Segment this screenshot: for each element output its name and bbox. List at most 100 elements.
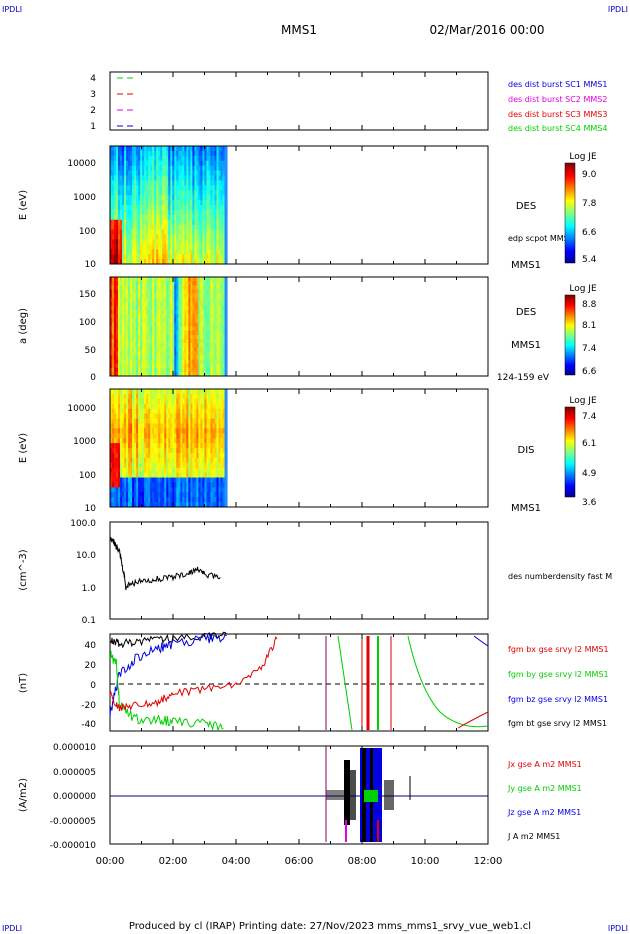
spectrogram-cell (194, 219, 197, 226)
spectrogram-cell (118, 389, 121, 395)
spectrogram-cell (122, 355, 125, 360)
spectrogram-cell (192, 448, 195, 454)
spectrogram-cell (126, 487, 129, 493)
spectrogram-cell (186, 224, 189, 230)
spectrogram-cell (144, 367, 147, 373)
spectrogram-cell (158, 351, 161, 356)
spectrogram-cell (194, 343, 197, 348)
spectrogram-cell (208, 254, 211, 260)
spectrogram-cell (204, 347, 207, 352)
spectrogram-cell (222, 502, 225, 508)
spectrogram-cell (200, 413, 203, 419)
spectrogram-cell (214, 165, 217, 171)
spectrogram-cell (180, 190, 183, 196)
spectrogram-cell (158, 492, 161, 498)
spectrogram-cell (164, 322, 167, 327)
spectrogram-cell (146, 443, 149, 449)
spectrogram-cell (120, 301, 123, 307)
spectrogram-cell (190, 403, 193, 410)
spectrogram-cell (132, 448, 135, 454)
spectrogram-cell (204, 160, 207, 167)
spectrogram-cell (174, 363, 177, 369)
spectrogram-cell (212, 190, 215, 196)
spectrogram-cell (128, 408, 131, 414)
spectrogram-cell (138, 175, 141, 181)
spectrogram-cell (126, 438, 129, 444)
spectrogram-cell (112, 338, 115, 344)
spectrogram-cell (196, 482, 199, 488)
spectrogram-cell (138, 492, 141, 498)
spectrogram-cell (182, 318, 185, 323)
spectrogram-cell (202, 209, 205, 216)
spectrogram-cell (188, 398, 191, 405)
spectrogram-cell (188, 195, 191, 201)
spectrogram-cell (118, 428, 121, 434)
spectrogram-cell (172, 452, 175, 459)
spectrogram-cell (218, 209, 221, 216)
spectrogram-cell (152, 452, 155, 459)
spectrogram-cell (162, 301, 165, 307)
spectrogram-cell (212, 200, 215, 206)
spectrogram-cell (142, 492, 145, 498)
spectrogram-cell (162, 160, 165, 167)
spectrogram-cell (180, 185, 183, 191)
spectrogram-cell (146, 438, 149, 444)
spectrogram-cell (184, 452, 187, 459)
spectrogram-cell (148, 448, 151, 454)
spectrogram-cell (222, 310, 225, 315)
spectrogram-cell (146, 351, 149, 356)
spectrogram-cell (206, 452, 209, 459)
spectrogram-cell (146, 389, 149, 395)
spectrogram-cell (134, 482, 137, 488)
spectrogram-cell (222, 322, 225, 327)
spectrogram-cell (154, 322, 157, 327)
spectrogram-cell (162, 234, 165, 240)
spectrogram-cell (114, 165, 117, 171)
spectrogram-cell (166, 155, 169, 162)
spectrogram-cell (200, 314, 203, 319)
spectrogram-cell (162, 408, 165, 414)
spectrogram-cell (120, 457, 123, 464)
spectrogram-cell (204, 448, 207, 454)
spectrogram-cell (142, 393, 145, 400)
spectrogram-cell (178, 363, 181, 369)
spectrogram-cell (160, 281, 163, 286)
spectrogram-cell (116, 363, 119, 369)
spectrogram-cell (190, 205, 193, 211)
spectrogram-cell (142, 347, 145, 352)
spectrogram-cell (186, 146, 189, 152)
spectrogram-cell (150, 343, 153, 348)
spectrogram-cell (214, 224, 217, 230)
spectrogram-cell (144, 301, 147, 307)
spectrogram-cell (182, 209, 185, 216)
spectrogram-cell (112, 249, 115, 255)
spectrogram-cell (164, 389, 167, 395)
spectrogram-cell (170, 209, 173, 216)
spectrogram-cell (154, 413, 157, 419)
spectrogram-cell (112, 355, 115, 360)
spectrogram-cell (218, 244, 221, 250)
spectrogram-cell (212, 239, 215, 245)
spectrogram-cell (222, 160, 225, 167)
spectrogram-cell (182, 259, 185, 265)
spectrogram-cell (156, 338, 159, 344)
spectrogram-cell (178, 310, 181, 315)
spectrogram-cell (188, 146, 191, 152)
spectrogram-cell (126, 180, 129, 186)
spectrogram-cell (180, 305, 183, 311)
spectrogram-cell (126, 492, 129, 498)
spectrogram-cell (156, 492, 159, 498)
spectrogram-cell (166, 277, 169, 282)
spectrogram-cell (194, 224, 197, 230)
spectrogram-cell (126, 482, 129, 488)
spectrogram-cell (138, 359, 141, 365)
spectrogram-cell (188, 314, 191, 319)
spectrogram-cell (160, 200, 163, 206)
spectrogram-des-energy (110, 146, 228, 265)
spectrogram-cell (110, 310, 113, 315)
spectrogram-cell (148, 277, 151, 282)
spectrogram-cell (110, 472, 113, 478)
spectrogram-cell (188, 281, 191, 286)
spectrogram-cell (210, 244, 213, 250)
spectrogram-cell (116, 281, 119, 286)
